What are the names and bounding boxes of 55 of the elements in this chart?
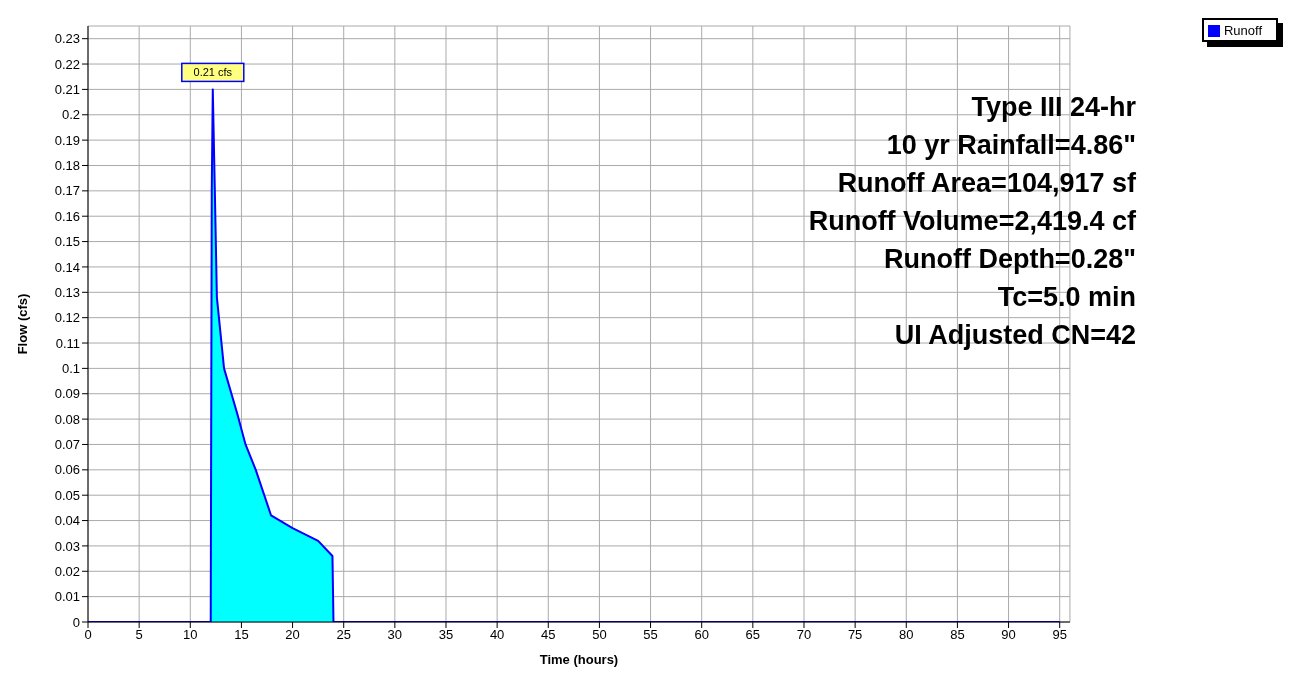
- y-tick-label: 0.2: [61, 107, 80, 123]
- annotation: UI Adjusted CN=42: [893, 319, 1136, 352]
- x-tick-label: 45: [541, 627, 556, 643]
- y-tick-label: 0.06: [54, 462, 80, 478]
- annotation: Tc=5.0 min: [996, 281, 1136, 314]
- y-tick-label: 0.11: [55, 335, 80, 351]
- annotation: Type III 24-hr: [970, 91, 1136, 124]
- x-tick-label: 60: [694, 627, 709, 643]
- y-tick-label: 0.14: [54, 259, 80, 275]
- x-tick-label: 15: [234, 627, 249, 643]
- x-tick-label: 75: [847, 627, 863, 643]
- y-tick-label: 0.1: [61, 361, 80, 376]
- x-tick-label: 70: [796, 627, 812, 643]
- y-tick-label: 0.09: [54, 386, 80, 402]
- annotation: Runoff Volume=2,419.4 cf: [808, 205, 1136, 238]
- legend-label: Runoff: [1223, 23, 1262, 38]
- y-tick-label: 0.02: [54, 563, 80, 579]
- annotation: 0.21 cfs: [193, 66, 233, 79]
- y-tick-label: 0: [72, 614, 80, 630]
- x-tick-label: 25: [336, 627, 351, 643]
- x-tick-label: 10: [183, 627, 198, 643]
- x-tick-label: 55: [643, 627, 658, 643]
- y-tick-label: 0.21: [54, 82, 80, 98]
- y-tick-label: 0.16: [54, 208, 80, 224]
- y-tick-label: 0.05: [54, 487, 80, 503]
- x-tick-label: 80: [899, 627, 914, 643]
- x-tick-label: 20: [285, 627, 300, 643]
- y-tick-label: 0.01: [54, 589, 80, 605]
- y-axis-title: Flow (cfs): [14, 293, 30, 355]
- x-tick-label: 0: [84, 627, 92, 643]
- x-tick-label: 65: [745, 627, 761, 643]
- x-tick-label: 5: [135, 627, 143, 643]
- x-tick-label: 35: [438, 627, 454, 643]
- x-axis-title: Time (hours): [539, 652, 619, 667]
- y-tick-label: 0.03: [54, 538, 80, 554]
- y-tick-label: 0.04: [54, 513, 80, 529]
- x-tick-label: 30: [387, 627, 403, 643]
- annotation: 10 yr Rainfall=4.86": [885, 129, 1136, 162]
- y-tick-label: 0.07: [54, 437, 80, 453]
- x-tick-label: 40: [489, 627, 505, 643]
- x-tick-label: 50: [592, 627, 607, 643]
- y-tick-label: 0.18: [54, 158, 80, 174]
- y-tick-label: 0.13: [54, 284, 80, 300]
- y-tick-label: 0.19: [54, 132, 80, 148]
- y-tick-label: 0.17: [54, 183, 80, 199]
- x-tick-label: 95: [1052, 627, 1067, 643]
- y-tick-label: 0.12: [54, 310, 80, 326]
- x-tick-label: 90: [1001, 627, 1016, 643]
- y-tick-label: 0.22: [54, 56, 80, 72]
- y-tick-label: 0.08: [54, 411, 80, 427]
- annotation: Runoff Area=104,917 sf: [836, 167, 1136, 200]
- y-tick-label: 0.15: [54, 234, 80, 250]
- x-tick-label: 85: [950, 627, 965, 643]
- annotation: Runoff Depth=0.28": [882, 243, 1136, 276]
- y-tick-label: 0.23: [54, 31, 80, 47]
